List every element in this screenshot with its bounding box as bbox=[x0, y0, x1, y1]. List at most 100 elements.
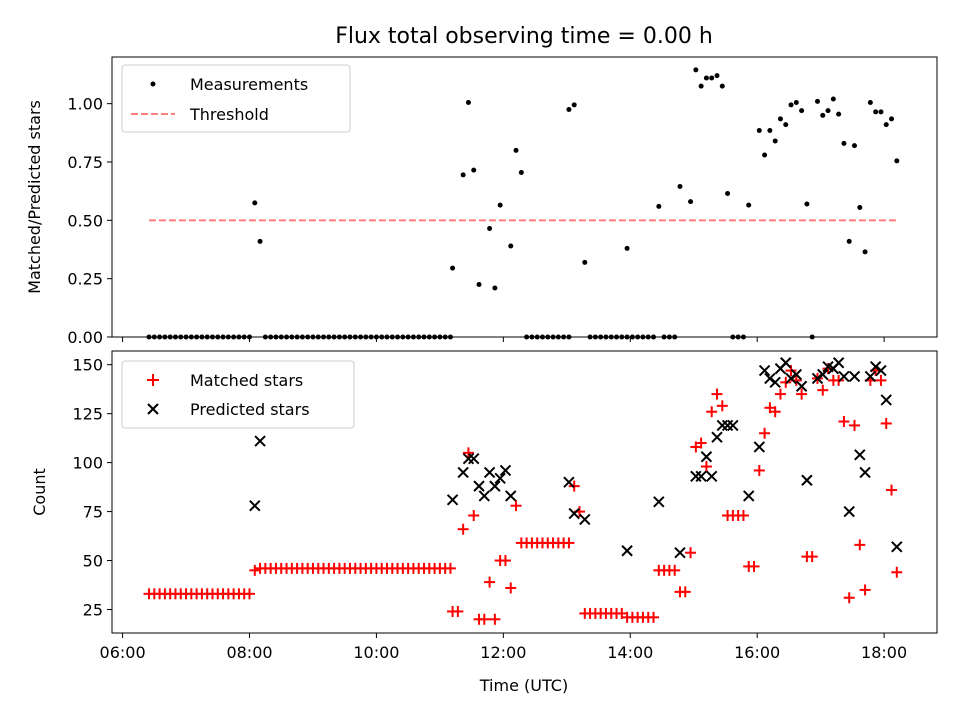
predicted-star-point bbox=[706, 470, 718, 483]
measurement-point bbox=[460, 172, 466, 178]
matched-star-point bbox=[484, 576, 496, 588]
measurement-point bbox=[788, 102, 794, 108]
measurement-point bbox=[497, 202, 503, 208]
predicted-star-point bbox=[743, 490, 755, 502]
predicted-star-point bbox=[674, 547, 686, 559]
matched-star-point bbox=[769, 406, 781, 418]
measurement-point bbox=[883, 122, 889, 128]
bottom-y-tick-label: 50 bbox=[83, 552, 103, 571]
measurement-point bbox=[714, 73, 720, 79]
predicted-star-point bbox=[446, 494, 459, 506]
predicted-star-point bbox=[817, 368, 829, 381]
measurement-point bbox=[518, 170, 524, 175]
measurement-point bbox=[450, 265, 456, 271]
measurement-point bbox=[257, 238, 263, 244]
matched-star-point bbox=[737, 510, 749, 521]
measurement-point bbox=[841, 140, 847, 146]
legend-marker-matched bbox=[147, 374, 159, 386]
predicted-star-point bbox=[579, 513, 591, 526]
matched-star-point bbox=[880, 417, 892, 429]
matched-star-point bbox=[462, 447, 474, 459]
predicted-star-point bbox=[483, 466, 496, 479]
bottom-y-ticks: 25 50 75 100 125 150 bbox=[72, 356, 112, 620]
predicted-star-point bbox=[891, 541, 903, 553]
predicted-star-point bbox=[832, 357, 845, 369]
matched-star-point bbox=[748, 560, 760, 572]
predicted-star-point bbox=[700, 451, 713, 463]
measurement-point bbox=[566, 107, 572, 112]
bottom-y-tick-label: 100 bbox=[72, 454, 103, 473]
matched-star-point bbox=[706, 406, 718, 418]
legend-label-matched: Matched stars bbox=[190, 371, 303, 390]
matched-star-point bbox=[648, 611, 660, 623]
bottom-x-tick-label: 10:00 bbox=[353, 643, 399, 662]
measurement-point bbox=[709, 75, 715, 81]
top-ylabel: Matched/Predicted stars bbox=[25, 100, 44, 294]
chart-title: Flux total observing time = 0.00 h bbox=[335, 24, 713, 49]
bottom-plot-marks bbox=[143, 357, 903, 625]
predicted-star-point bbox=[568, 507, 580, 520]
predicted-star-point bbox=[801, 474, 813, 486]
matched-star-point bbox=[806, 551, 818, 563]
top-y-tick-label: 1.00 bbox=[67, 95, 103, 114]
measurement-point bbox=[836, 111, 842, 117]
measurement-point bbox=[471, 167, 477, 173]
measurement-point bbox=[867, 100, 873, 105]
predicted-star-point bbox=[563, 476, 575, 488]
measurement-point bbox=[688, 199, 694, 205]
measurement-point bbox=[476, 282, 482, 287]
predicted-star-point bbox=[875, 364, 887, 377]
top-legend-box bbox=[121, 64, 351, 133]
bottom-y-tick-label: 125 bbox=[72, 405, 103, 424]
predicted-star-point bbox=[489, 480, 501, 492]
bottom-axes-frame bbox=[111, 350, 938, 634]
matched-star-point bbox=[679, 586, 691, 598]
bottom-axes: 25 50 75 100 125 150 06:00 08:00 10:00 12:00 14:0… bbox=[30, 350, 938, 695]
measurement-point bbox=[804, 201, 810, 207]
predicted-star-point bbox=[753, 441, 766, 453]
top-y-ticks: 0.00 0.25 0.50 0.75 1.00 bbox=[67, 95, 112, 347]
matched-star-point bbox=[822, 363, 834, 375]
measurement-point bbox=[508, 243, 514, 249]
predicted-star-point bbox=[880, 394, 892, 406]
predicted-star-point bbox=[727, 419, 739, 432]
matched-star-point bbox=[886, 484, 898, 496]
bottom-xlabel: Time (UTC) bbox=[479, 676, 568, 695]
matched-star-point bbox=[499, 555, 511, 567]
measurement-point bbox=[767, 128, 773, 133]
predicted-star-point bbox=[473, 480, 485, 492]
measurement-point bbox=[846, 238, 852, 244]
matched-star-point bbox=[244, 588, 255, 600]
matched-star-point bbox=[796, 388, 808, 400]
matched-star-point bbox=[510, 500, 522, 512]
matched-star-point bbox=[444, 562, 456, 574]
measurement-point bbox=[487, 226, 493, 231]
matched-star-point bbox=[817, 384, 829, 396]
measurement-point bbox=[252, 200, 258, 206]
bottom-x-tick-label: 16:00 bbox=[734, 643, 780, 662]
measurement-point bbox=[862, 249, 868, 255]
legend-marker-predicted bbox=[147, 403, 159, 415]
measurement-point bbox=[762, 152, 768, 158]
predicted-star-point bbox=[854, 449, 866, 461]
predicted-star-point bbox=[653, 496, 665, 508]
measurement-point bbox=[656, 203, 662, 209]
predicted-star-point bbox=[478, 490, 491, 502]
matched-star-point bbox=[695, 437, 707, 449]
predicted-star-point bbox=[505, 490, 517, 502]
matched-star-point bbox=[478, 613, 490, 625]
top-legend: Measurements Threshold bbox=[121, 64, 351, 133]
predicted-star-point bbox=[695, 470, 707, 483]
predicted-star-point bbox=[780, 357, 792, 369]
predicted-star-point bbox=[859, 466, 871, 479]
measurement-point bbox=[725, 191, 731, 196]
measurement-point bbox=[820, 112, 826, 118]
measurement-point bbox=[513, 147, 519, 153]
matched-star-point bbox=[759, 427, 771, 439]
legend-label-predicted: Predicted stars bbox=[190, 400, 310, 419]
predicted-star-point bbox=[795, 380, 808, 392]
predicted-star-point bbox=[769, 376, 781, 389]
matched-star-point bbox=[700, 461, 712, 473]
bottom-ylabel: Count bbox=[30, 468, 49, 516]
measurement-point bbox=[814, 98, 820, 104]
